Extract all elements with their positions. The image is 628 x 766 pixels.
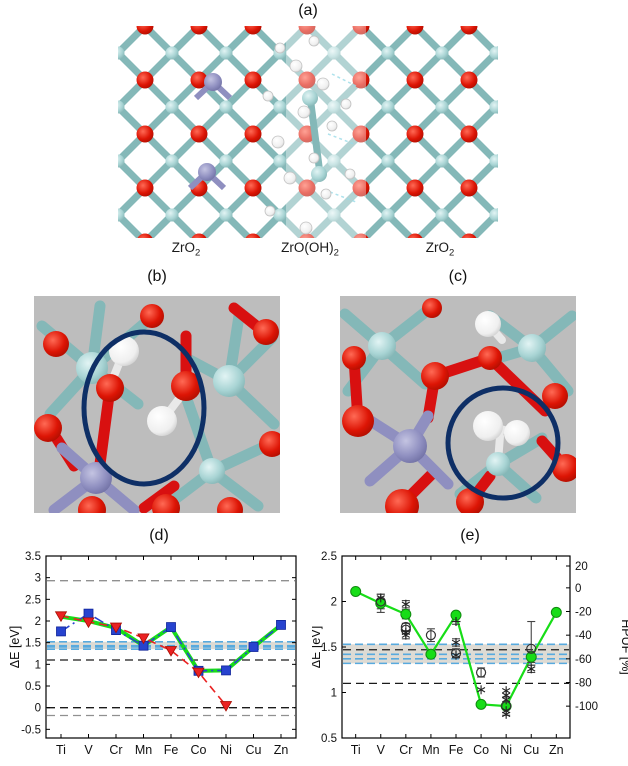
svg-text:1: 1: [331, 688, 337, 700]
panel-c-label: (c): [448, 268, 468, 285]
panel-b-label: (b): [147, 268, 167, 285]
region-label-zro2-left: ZrO2: [171, 240, 201, 259]
svg-text:0: 0: [35, 703, 41, 715]
hydrogen-atoms: [262, 35, 356, 235]
svg-text:Fe: Fe: [449, 743, 464, 757]
interlayer-region: [286, 26, 366, 238]
svg-text:0.5: 0.5: [25, 681, 41, 693]
chart-d-plot: 3.5 3 2.5 2 1.5 1 0.5 0 -0.5 Ti V Cr Mn Fe Co Ni Cu Zn ΔE …: [8, 551, 297, 757]
chart-e-plot: 2.5 2 1.5 1 0.5 20 0 -20 -40 -60 -80 -100 Ti V Cr Mn Fe C…: [309, 551, 628, 757]
chart-e-title: (e): [460, 527, 480, 544]
panel-a-region-labels: ZrO2 ZrO(OH)2 ZrO2: [118, 240, 498, 262]
svg-text:2.5: 2.5: [321, 551, 337, 563]
chart-e: 2.5 2 1.5 1 0.5 20 0 -20 -40 -60 -80 -100 Ti V Cr Mn Fe C…: [309, 548, 628, 766]
highlight-circle-c: [445, 385, 561, 501]
svg-text:2: 2: [331, 597, 337, 609]
chart-d: 3.5 3 2.5 2 1.5 1 0.5 0 -0.5 Ti V Cr Mn Fe Co Ni Cu Zn ΔE …: [8, 548, 310, 766]
svg-text:ΔE [eV]: ΔE [eV]: [8, 626, 22, 668]
svg-text:HPUF [%]: HPUF [%]: [619, 619, 628, 675]
svg-text:1.5: 1.5: [25, 638, 41, 650]
zro2-interface-rendering: [118, 26, 498, 238]
atoms: [342, 298, 576, 513]
dopant-atoms: [187, 73, 233, 191]
svg-text:ΔE [eV]: ΔE [eV]: [312, 626, 323, 668]
svg-text:2: 2: [35, 616, 41, 628]
svg-text:Cu: Cu: [523, 743, 539, 757]
svg-text:Co: Co: [191, 743, 207, 757]
svg-text:-0.5: -0.5: [21, 724, 41, 736]
hydrogen-bond-lines: [327, 73, 357, 203]
svg-text:-40: -40: [575, 630, 592, 642]
svg-text:Zn: Zn: [549, 743, 564, 757]
svg-text:20: 20: [575, 561, 588, 573]
svg-text:V: V: [84, 743, 93, 757]
svg-text:0.5: 0.5: [321, 733, 337, 745]
svg-text:0: 0: [575, 583, 581, 595]
region-label-zrooh2: ZrO(OH)2: [281, 240, 339, 259]
svg-text:Co: Co: [473, 743, 489, 757]
chart-d-title: (d): [149, 527, 169, 544]
svg-text:1.5: 1.5: [321, 642, 337, 654]
svg-text:-60: -60: [575, 654, 592, 666]
svg-text:Ni: Ni: [500, 743, 512, 757]
svg-text:-80: -80: [575, 677, 592, 689]
svg-text:-100: -100: [575, 701, 598, 713]
crystal-lattice: [118, 26, 498, 238]
svg-text:3.5: 3.5: [25, 551, 41, 563]
svg-text:Ni: Ni: [220, 743, 232, 757]
svg-text:Cu: Cu: [246, 743, 262, 757]
svg-text:Mn: Mn: [135, 743, 152, 757]
panel-c-closeup-image: [340, 296, 576, 513]
svg-text:Mn: Mn: [422, 743, 439, 757]
svg-text:V: V: [377, 743, 386, 757]
svg-text:Cr: Cr: [399, 743, 412, 757]
highlight-circle-b: [81, 329, 207, 487]
svg-text:Ti: Ti: [56, 743, 66, 757]
panel-b-closeup-image: [34, 296, 280, 513]
svg-text:Zn: Zn: [274, 743, 289, 757]
region-label-zro2-right: ZrO2: [425, 240, 455, 259]
closeup-b-rendering: [34, 296, 280, 513]
panel-a-label: (a): [298, 2, 318, 19]
svg-text:1: 1: [35, 659, 41, 671]
svg-text:Fe: Fe: [164, 743, 179, 757]
svg-text:2.5: 2.5: [25, 594, 41, 606]
closeup-c-rendering: [340, 296, 576, 513]
svg-text:Ti: Ti: [351, 743, 361, 757]
svg-text:Cr: Cr: [109, 743, 122, 757]
panel-a-structure-image: ZrO2 ZrO(OH)2 ZrO2: [118, 26, 498, 262]
svg-text:-20: -20: [575, 607, 592, 619]
svg-text:3: 3: [35, 573, 41, 585]
